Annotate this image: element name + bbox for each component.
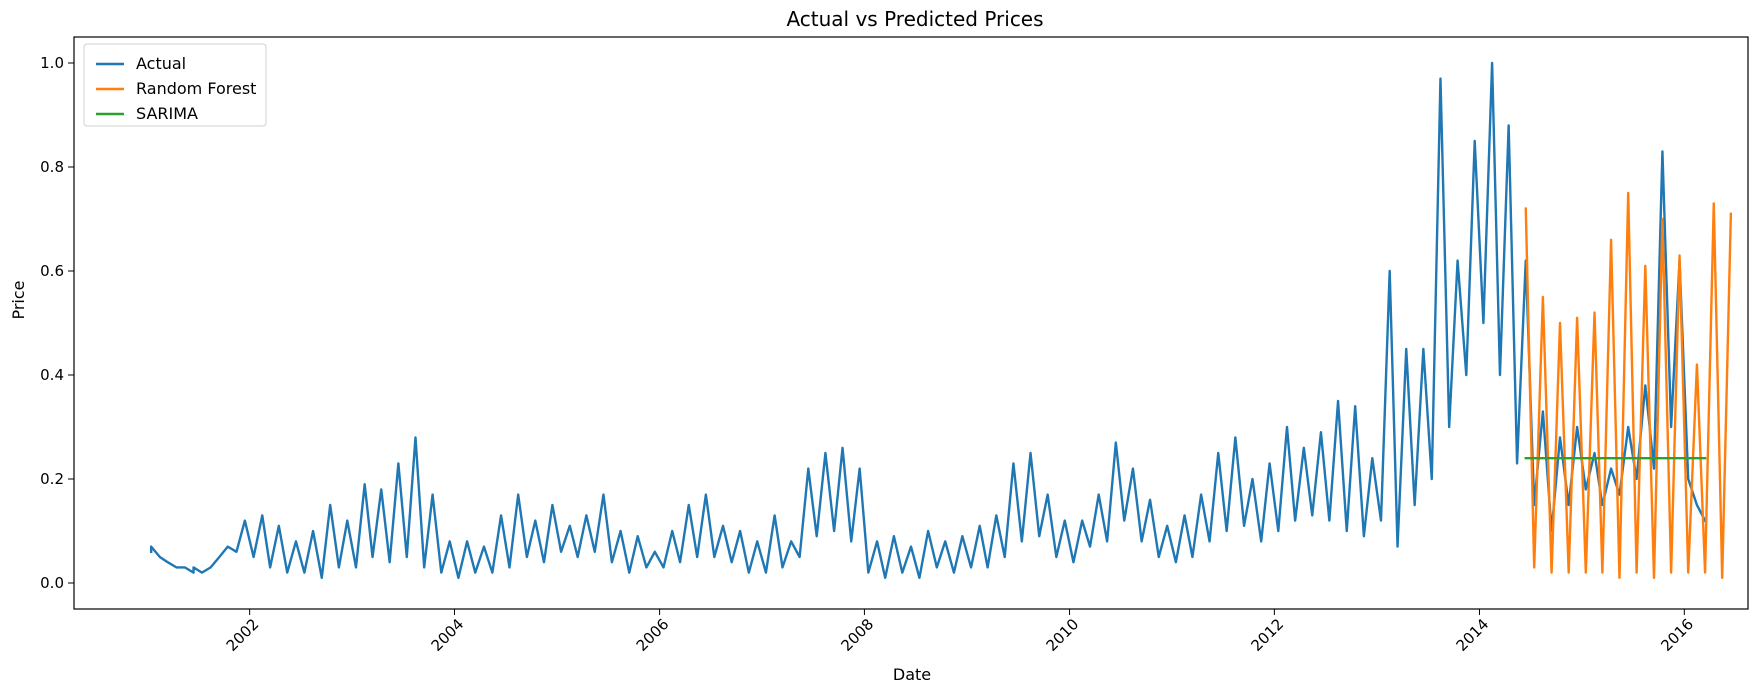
legend-frame [83,43,267,127]
legend-label-random-forest: Random Forest [136,79,256,98]
y-tick-label: 0.8 [40,158,64,176]
y-axis-label: Price [9,280,28,319]
axes-frame [73,36,1749,610]
legend-label-sarima: SARIMA [136,104,198,123]
legend: Actual Random Forest SARIMA [83,43,267,127]
series-line-random-forest [1524,191,1733,579]
y-tick-label: 0.6 [40,262,64,280]
y-tick-label: 0.2 [40,470,64,488]
y-tick-label: 1.0 [40,54,64,72]
series-line-actual [149,61,1707,579]
y-tick-label: 0.0 [40,574,64,592]
chart-title: Actual vs Predicted Prices [786,7,1043,31]
x-axis-label: Date [893,665,931,684]
legend-label-actual: Actual [136,54,186,73]
plot-area [73,36,1749,610]
y-tick-label: 0.4 [40,366,64,384]
y-axis: 0.0 0.2 0.4 0.6 0.8 1.0 [40,54,74,592]
